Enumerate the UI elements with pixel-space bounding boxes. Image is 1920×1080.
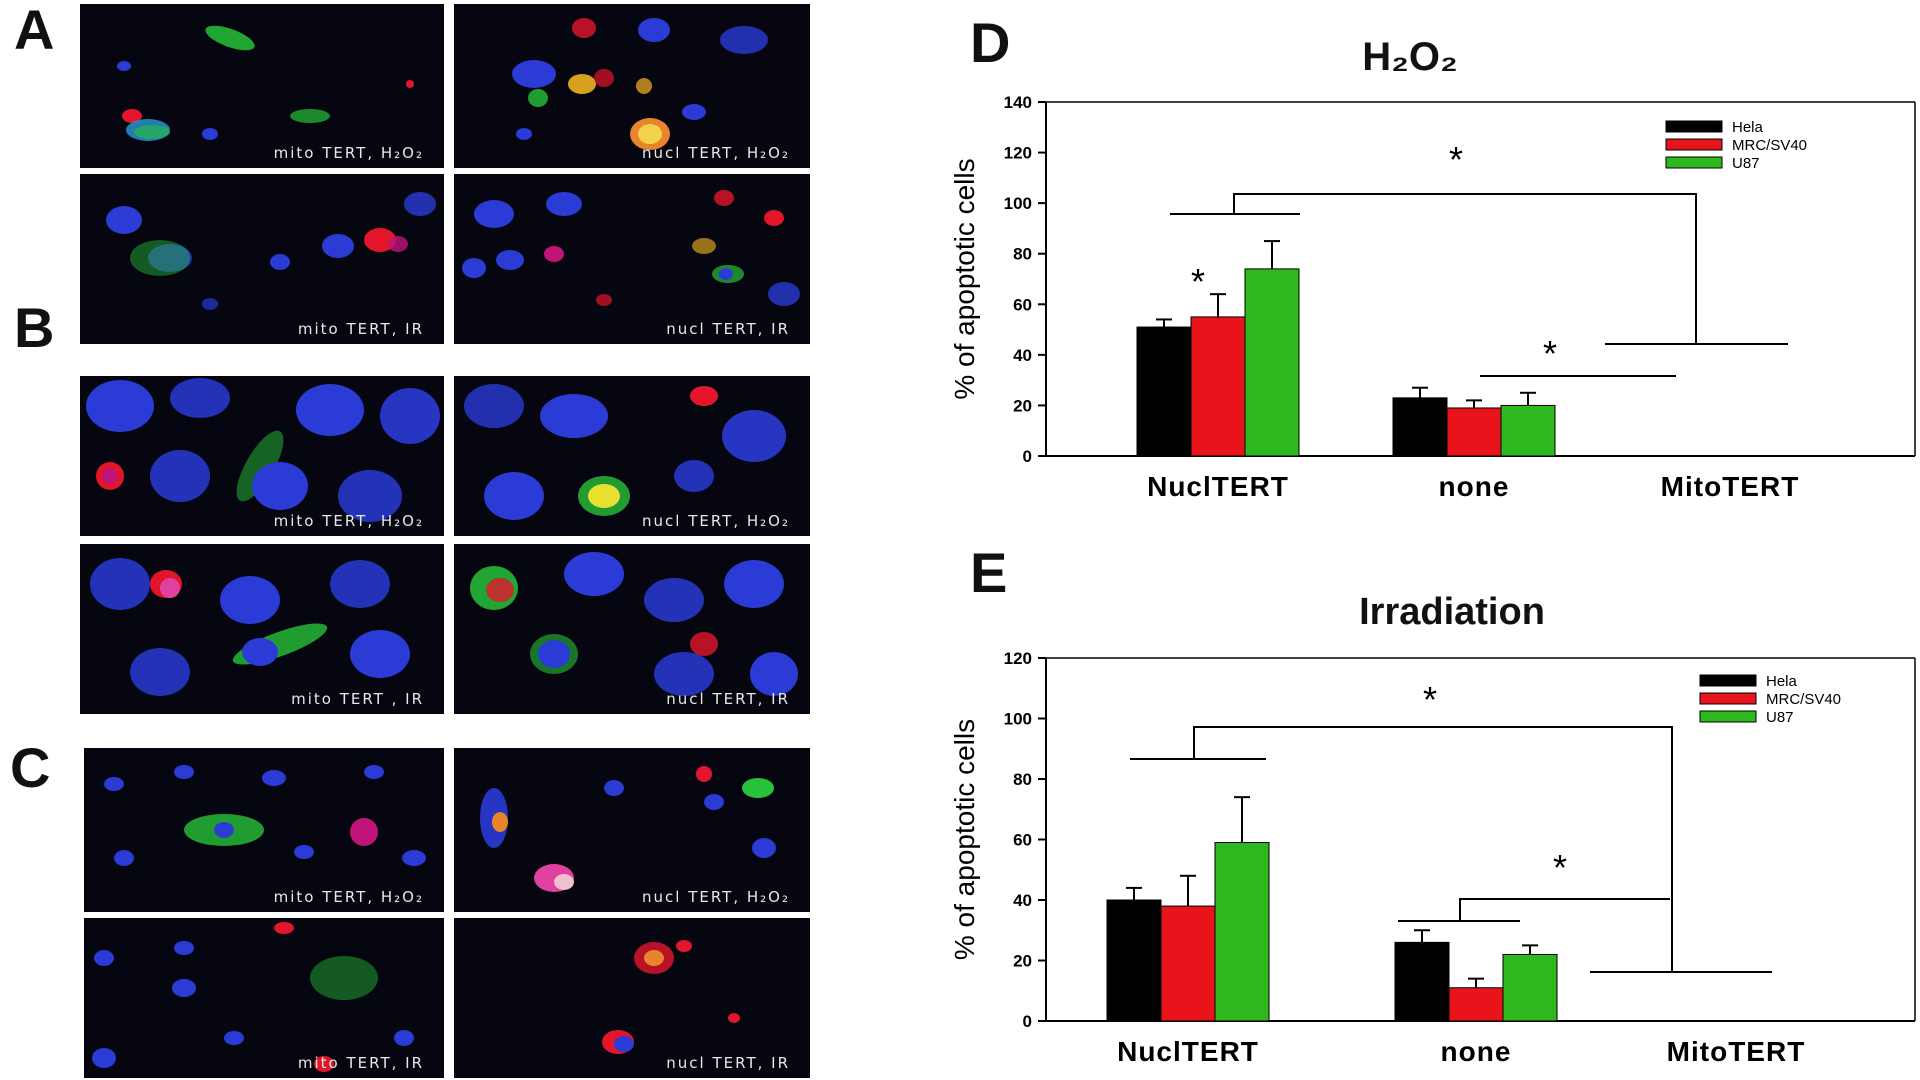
significance-star: * — [1191, 261, 1205, 302]
micrograph-caption: mito TERT, IR — [297, 1054, 424, 1072]
y-tick-label: 0 — [1023, 1012, 1032, 1031]
chart-e: E Irradiation 0 20 40 60 80 100 120 % of apopto… — [949, 541, 1916, 1067]
bar — [1214, 842, 1270, 1022]
y-tick-label: 60 — [1013, 295, 1032, 314]
y-tick-label: 100 — [1004, 710, 1032, 729]
y-tick-label: 20 — [1013, 396, 1032, 415]
panel-letter-c: C — [10, 736, 51, 799]
chart-letter: D — [970, 11, 1010, 74]
micrograph-caption: nucl TERT, H₂O₂ — [642, 512, 790, 530]
x-category-label: none — [1439, 471, 1510, 502]
bar — [1394, 941, 1450, 1022]
significance-star: * — [1543, 333, 1557, 374]
micrograph-b2: nucl TERT, H₂O₂ — [454, 376, 810, 536]
bar — [1136, 326, 1192, 457]
legend-swatch — [1699, 692, 1757, 705]
micrograph-a3: mito TERT, IR — [80, 174, 444, 344]
y-tick-label: 0 — [1023, 447, 1032, 466]
cell-stain-image — [117, 25, 414, 141]
cell-stain-image — [92, 922, 414, 1072]
cell-stain-image — [480, 766, 776, 892]
significance-star: * — [1553, 847, 1567, 888]
x-category-label: MitoTERT — [1667, 1036, 1806, 1067]
legend-label: U87 — [1766, 709, 1794, 726]
legend-label: Hela — [1732, 119, 1764, 136]
cell-stain-image — [602, 940, 740, 1054]
bar — [1446, 407, 1502, 457]
cell-stain-image — [470, 552, 798, 696]
bar — [1106, 899, 1162, 1022]
micrograph-a2: nucl TERT, H₂O₂ — [454, 4, 810, 168]
legend-label: MRC/SV40 — [1732, 137, 1807, 154]
chart-letter: E — [970, 541, 1007, 604]
cell-stain-image — [90, 558, 410, 696]
legend-swatch — [1665, 156, 1723, 169]
y-tick-label: 40 — [1013, 346, 1032, 365]
significance-brackets — [1170, 193, 1788, 377]
cell-stain-image — [86, 378, 440, 522]
y-tick-label: 120 — [1004, 649, 1032, 668]
micrograph-caption: nucl TERT, IR — [666, 690, 790, 708]
y-tick-label: 80 — [1013, 770, 1032, 789]
bar — [1448, 987, 1504, 1022]
micrograph-c3: mito TERT, IR — [84, 918, 444, 1078]
cell-stain-image — [462, 190, 800, 306]
micrograph-caption: nucl TERT, H₂O₂ — [642, 888, 790, 906]
y-tick-label: 20 — [1013, 952, 1032, 971]
chart-title: H₂O₂ — [1362, 35, 1458, 79]
micrograph-caption: mito TERT, H₂O₂ — [273, 888, 424, 906]
bar — [1244, 268, 1300, 457]
significance-brackets — [1130, 726, 1772, 973]
y-tick-label: 80 — [1013, 245, 1032, 264]
x-category-label: none — [1441, 1036, 1512, 1067]
micrograph-c2: nucl TERT, H₂O₂ — [454, 748, 810, 912]
cell-stain-image — [106, 192, 436, 310]
x-category-label: NuclTERT — [1147, 471, 1289, 502]
panel-letter-b: B — [14, 296, 55, 359]
x-category-label: NuclTERT — [1117, 1036, 1259, 1067]
cell-stain-image — [104, 765, 426, 866]
legend-label: U87 — [1732, 155, 1760, 172]
legend-swatch — [1665, 120, 1723, 133]
significance-star: * — [1449, 139, 1463, 180]
micrograph-b1: mito TERT, H₂O₂ — [80, 376, 444, 536]
y-tick-label: 60 — [1013, 831, 1032, 850]
micrograph-a1: mito TERT, H₂O₂ — [80, 4, 444, 168]
micrograph-caption: nucl TERT, H₂O₂ — [642, 144, 790, 162]
cell-stain-image — [512, 18, 768, 150]
x-category-label: MitoTERT — [1661, 471, 1800, 502]
bar — [1190, 316, 1246, 457]
legend-label: MRC/SV40 — [1766, 691, 1841, 708]
micrograph-c1: mito TERT, H₂O₂ — [84, 748, 444, 912]
significance-star: * — [1423, 679, 1437, 720]
y-tick-label: 120 — [1004, 144, 1032, 163]
micrograph-b4: nucl TERT, IR — [454, 544, 810, 714]
micrograph-caption: nucl TERT, IR — [666, 320, 790, 338]
y-tick-label: 100 — [1004, 194, 1032, 213]
legend-swatch — [1699, 710, 1757, 723]
micrograph-caption: nucl TERT, IR — [666, 1054, 790, 1072]
legend-swatch — [1665, 138, 1723, 151]
micrograph-a4: nucl TERT, IR — [454, 174, 810, 344]
micrograph-b3: mito TERT , IR — [80, 544, 444, 714]
chart-d: D H₂O₂ 0 20 40 60 80 100 120 140 % of apoptotic … — [949, 11, 1916, 502]
bar — [1392, 397, 1448, 457]
legend-label: Hela — [1766, 673, 1798, 690]
y-tick-label: 140 — [1004, 93, 1032, 112]
chart-title: Irradiation — [1359, 591, 1545, 633]
micrograph-caption: mito TERT, H₂O₂ — [273, 144, 424, 162]
bar — [1502, 953, 1558, 1022]
y-tick-label: 40 — [1013, 891, 1032, 910]
micrograph-caption: mito TERT, H₂O₂ — [273, 512, 424, 530]
bar — [1160, 905, 1216, 1022]
bar — [1500, 404, 1556, 457]
panel-letter-a: A — [14, 0, 55, 61]
y-axis-label: % of apoptotic cells — [949, 158, 980, 399]
legend-swatch — [1699, 674, 1757, 687]
micrograph-caption: mito TERT, IR — [297, 320, 424, 338]
y-axis-label: % of apoptotic cells — [949, 719, 980, 960]
micrograph-c4: nucl TERT, IR — [454, 918, 810, 1078]
micrograph-caption: mito TERT , IR — [291, 690, 424, 708]
cell-stain-image — [464, 384, 786, 520]
